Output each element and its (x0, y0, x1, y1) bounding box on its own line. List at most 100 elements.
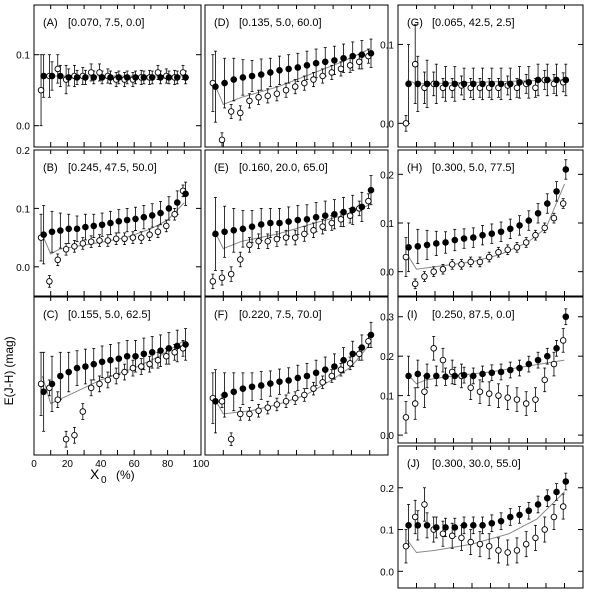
filled-point (239, 385, 247, 392)
filled-point (525, 360, 533, 368)
y-tick-label: 0.1 (16, 51, 30, 62)
open-point (255, 407, 262, 415)
filled-point (221, 228, 228, 236)
filled-point (165, 74, 173, 81)
filled-point (107, 356, 114, 364)
filled-point (107, 74, 114, 81)
filled-point (367, 186, 375, 194)
open-point (264, 237, 272, 245)
open-point (504, 549, 511, 556)
filled-point (349, 52, 357, 60)
open-point (96, 380, 103, 388)
filled-point (248, 383, 256, 391)
open-point (448, 532, 456, 540)
filled-point (140, 350, 148, 358)
filled-point (73, 74, 81, 81)
y-tick-label: 0.0 (380, 567, 394, 578)
open-point (485, 542, 493, 550)
filled-point (173, 74, 181, 81)
open-point (439, 530, 447, 537)
open-point (46, 278, 53, 285)
filled-point (157, 74, 164, 81)
filled-point (525, 79, 533, 86)
y-tick-label: 0.2 (16, 146, 30, 157)
filled-point (432, 372, 440, 380)
open-point (485, 390, 493, 397)
open-point (227, 108, 235, 115)
panel-i: 0.0 0.1 0.2 0.3 (I) [0.250, 87.5, 0.0] (380, 296, 584, 444)
filled-point (212, 397, 219, 405)
filled-point (460, 522, 468, 529)
open-point (328, 219, 336, 227)
open-point (179, 69, 187, 76)
open-point (237, 256, 244, 263)
filled-point (239, 225, 247, 233)
open-point (163, 222, 170, 230)
open-point (163, 353, 170, 360)
panel-a: 0.0 0.1 (A) [0.070, 7.5, 0.0] (16, 4, 202, 148)
open-point (227, 435, 235, 443)
open-point (218, 398, 226, 405)
filled-point (303, 62, 311, 69)
filled-point (40, 231, 47, 238)
filled-point (432, 80, 440, 88)
filled-point (276, 378, 283, 385)
filled-point (90, 360, 98, 368)
filled-point (65, 74, 72, 81)
panel-params: [0.220, 7.5, 70.0] (239, 309, 322, 321)
open-point (291, 234, 299, 241)
open-point (467, 384, 474, 392)
open-point (282, 398, 290, 405)
open-point (171, 349, 178, 356)
open-point (467, 538, 474, 546)
open-point (328, 372, 336, 380)
filled-point (248, 72, 256, 80)
open-point (337, 216, 345, 223)
filled-point (349, 206, 357, 214)
open-point (237, 109, 244, 117)
filled-point (230, 76, 238, 83)
filled-point (321, 366, 329, 373)
filled-point (451, 524, 459, 531)
filled-point (98, 74, 106, 81)
panel-params: [0.070, 7.5, 0.0] (68, 17, 144, 29)
filled-point (340, 208, 347, 216)
filled-point (132, 352, 139, 360)
open-point (218, 274, 226, 282)
filled-point (230, 388, 238, 396)
filled-point (469, 372, 477, 380)
filled-point (303, 216, 311, 223)
panel-label: (A) (43, 17, 58, 29)
open-point (430, 268, 437, 275)
filled-point (48, 72, 56, 80)
open-point (37, 86, 45, 94)
filled-point (460, 235, 468, 242)
open-point (154, 69, 162, 76)
open-point (495, 248, 502, 256)
y-tick-label: 0.1 (380, 40, 394, 51)
filled-point (562, 76, 570, 84)
filled-point (423, 372, 431, 380)
filled-point (340, 356, 347, 364)
filled-point (294, 216, 302, 224)
filled-point (267, 380, 274, 387)
filled-point (57, 72, 64, 80)
filled-point (516, 79, 523, 86)
open-point (346, 62, 354, 69)
filled-point (442, 80, 449, 88)
open-point (129, 364, 137, 372)
open-point (54, 65, 62, 73)
open-point (402, 253, 410, 261)
panel-f: (F) [0.220, 7.5, 70.0] (204, 296, 389, 456)
y-tick-label: 0.1 (16, 204, 30, 215)
open-point (291, 394, 299, 402)
open-point (421, 388, 428, 395)
open-point (495, 392, 502, 399)
filled-point (294, 374, 302, 382)
open-point (310, 76, 317, 83)
panel-h: 0.0 0.1 0.2 (H) [0.300, 5.0, 77.5] (380, 149, 584, 297)
filled-point (488, 519, 496, 527)
filled-point (331, 210, 338, 218)
open-point (541, 526, 548, 533)
filled-point (367, 331, 375, 339)
